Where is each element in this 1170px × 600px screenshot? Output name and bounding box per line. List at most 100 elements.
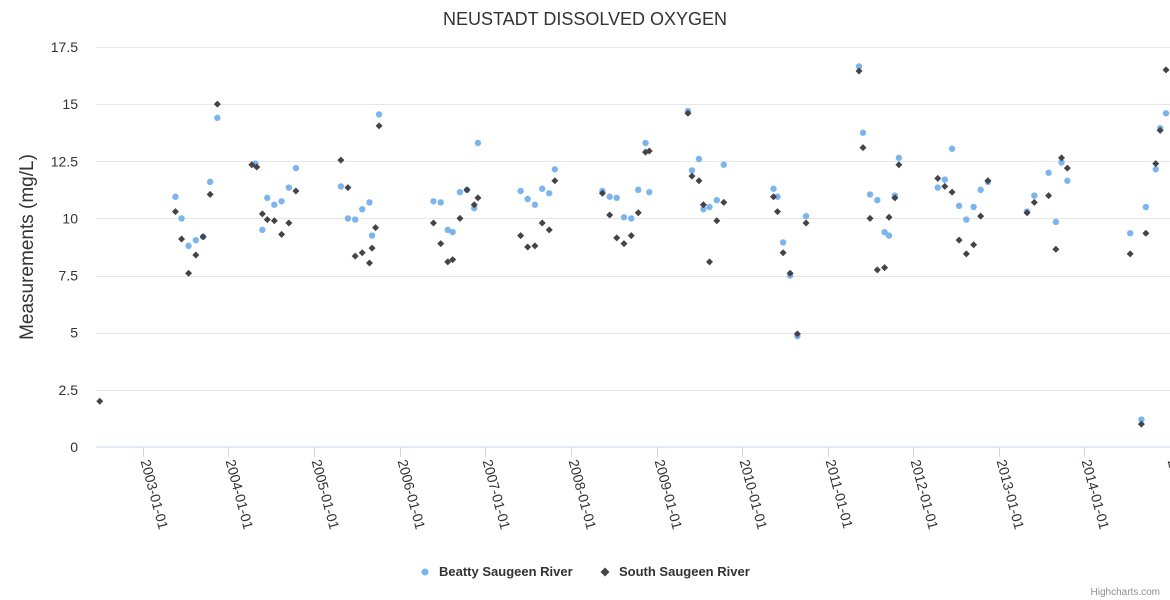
data-point[interactable] bbox=[1152, 160, 1160, 168]
data-point[interactable] bbox=[706, 203, 713, 211]
data-point[interactable] bbox=[1031, 192, 1038, 199]
data-point[interactable] bbox=[891, 194, 899, 202]
data-point[interactable] bbox=[206, 178, 214, 186]
data-point[interactable] bbox=[688, 172, 696, 180]
data-point[interactable] bbox=[285, 184, 293, 191]
data-point[interactable] bbox=[895, 161, 903, 169]
data-point[interactable] bbox=[977, 186, 984, 194]
data-point[interactable] bbox=[955, 202, 963, 210]
data-point[interactable] bbox=[375, 111, 383, 118]
data-point[interactable] bbox=[185, 242, 192, 250]
data-point[interactable] bbox=[213, 100, 221, 108]
data-point[interactable] bbox=[881, 264, 889, 272]
data-point[interactable] bbox=[1152, 166, 1159, 173]
data-point[interactable] bbox=[470, 201, 478, 209]
legend-item-beatty[interactable]: Beatty Saugeen River bbox=[421, 564, 573, 579]
data-point[interactable] bbox=[706, 258, 714, 266]
data-point[interactable] bbox=[253, 163, 261, 171]
data-point[interactable] bbox=[1045, 169, 1052, 176]
data-point[interactable] bbox=[172, 193, 179, 200]
data-point[interactable] bbox=[524, 243, 532, 251]
data-point[interactable] bbox=[372, 224, 380, 232]
data-point[interactable] bbox=[627, 232, 635, 240]
data-point[interactable] bbox=[895, 154, 903, 162]
data-point[interactable] bbox=[779, 249, 787, 257]
data-point[interactable] bbox=[517, 232, 525, 240]
data-point[interactable] bbox=[344, 215, 352, 222]
data-point[interactable] bbox=[1138, 416, 1145, 423]
data-point[interactable] bbox=[948, 188, 956, 196]
legend-item-south[interactable]: South Saugeen River bbox=[600, 564, 750, 579]
data-point[interactable] bbox=[774, 193, 781, 200]
data-point[interactable] bbox=[538, 185, 546, 192]
data-point[interactable] bbox=[646, 188, 653, 196]
data-point[interactable] bbox=[713, 217, 721, 225]
data-point[interactable] bbox=[773, 208, 781, 216]
data-point[interactable] bbox=[199, 233, 207, 241]
data-point[interactable] bbox=[1057, 154, 1065, 162]
data-point[interactable] bbox=[463, 186, 471, 194]
data-point[interactable] bbox=[873, 266, 881, 274]
data-point[interactable] bbox=[881, 228, 888, 236]
data-point[interactable] bbox=[634, 209, 642, 217]
data-point[interactable] bbox=[551, 166, 559, 173]
data-point[interactable] bbox=[178, 215, 185, 222]
data-point[interactable] bbox=[620, 240, 628, 248]
data-point[interactable] bbox=[178, 235, 186, 243]
data-point[interactable] bbox=[720, 161, 728, 168]
data-point[interactable] bbox=[248, 161, 256, 169]
data-point[interactable] bbox=[941, 176, 948, 183]
data-point[interactable] bbox=[444, 258, 452, 266]
data-point[interactable] bbox=[635, 186, 642, 194]
data-point[interactable] bbox=[437, 240, 445, 248]
data-point[interactable] bbox=[358, 249, 366, 257]
data-point[interactable] bbox=[192, 236, 200, 244]
data-point[interactable] bbox=[278, 230, 286, 238]
data-point[interactable] bbox=[977, 212, 985, 220]
data-point[interactable] bbox=[855, 67, 863, 75]
data-point[interactable] bbox=[531, 201, 539, 208]
data-point[interactable] bbox=[970, 241, 978, 249]
data-point[interactable] bbox=[292, 164, 300, 172]
data-point[interactable] bbox=[970, 203, 977, 211]
data-point[interactable] bbox=[96, 397, 104, 405]
data-point[interactable] bbox=[620, 214, 628, 221]
data-point[interactable] bbox=[264, 194, 271, 202]
data-point[interactable] bbox=[855, 63, 863, 70]
data-point[interactable] bbox=[1052, 245, 1060, 253]
data-point[interactable] bbox=[645, 147, 653, 155]
data-point[interactable] bbox=[437, 199, 444, 206]
data-point[interactable] bbox=[1126, 230, 1134, 237]
data-point[interactable] bbox=[546, 190, 553, 197]
data-point[interactable] bbox=[259, 226, 266, 234]
data-point[interactable] bbox=[171, 208, 179, 216]
data-point[interactable] bbox=[545, 226, 553, 234]
data-point[interactable] bbox=[1030, 198, 1038, 206]
data-point[interactable] bbox=[955, 236, 963, 244]
data-point[interactable] bbox=[874, 196, 881, 204]
data-point[interactable] bbox=[344, 184, 352, 192]
data-point[interactable] bbox=[258, 210, 266, 218]
data-point[interactable] bbox=[538, 219, 546, 227]
data-point[interactable] bbox=[684, 109, 692, 117]
data-point[interactable] bbox=[368, 244, 376, 252]
data-point[interactable] bbox=[934, 184, 941, 191]
data-point[interactable] bbox=[1064, 177, 1071, 184]
data-point[interactable] bbox=[474, 194, 482, 202]
data-point[interactable] bbox=[365, 259, 373, 267]
data-point[interactable] bbox=[429, 219, 437, 227]
data-point[interactable] bbox=[551, 177, 559, 185]
data-point[interactable] bbox=[444, 226, 451, 234]
data-point[interactable] bbox=[337, 156, 345, 164]
data-point[interactable] bbox=[934, 174, 942, 182]
data-point[interactable] bbox=[859, 129, 867, 136]
data-point[interactable] bbox=[1023, 209, 1031, 217]
data-point[interactable] bbox=[859, 144, 867, 152]
data-point[interactable] bbox=[449, 228, 456, 236]
data-point[interactable] bbox=[802, 212, 810, 220]
data-point[interactable] bbox=[1137, 420, 1145, 428]
data-point[interactable] bbox=[962, 250, 970, 258]
data-point[interactable] bbox=[337, 183, 345, 190]
data-point[interactable] bbox=[351, 216, 359, 223]
data-point[interactable] bbox=[1162, 66, 1170, 74]
